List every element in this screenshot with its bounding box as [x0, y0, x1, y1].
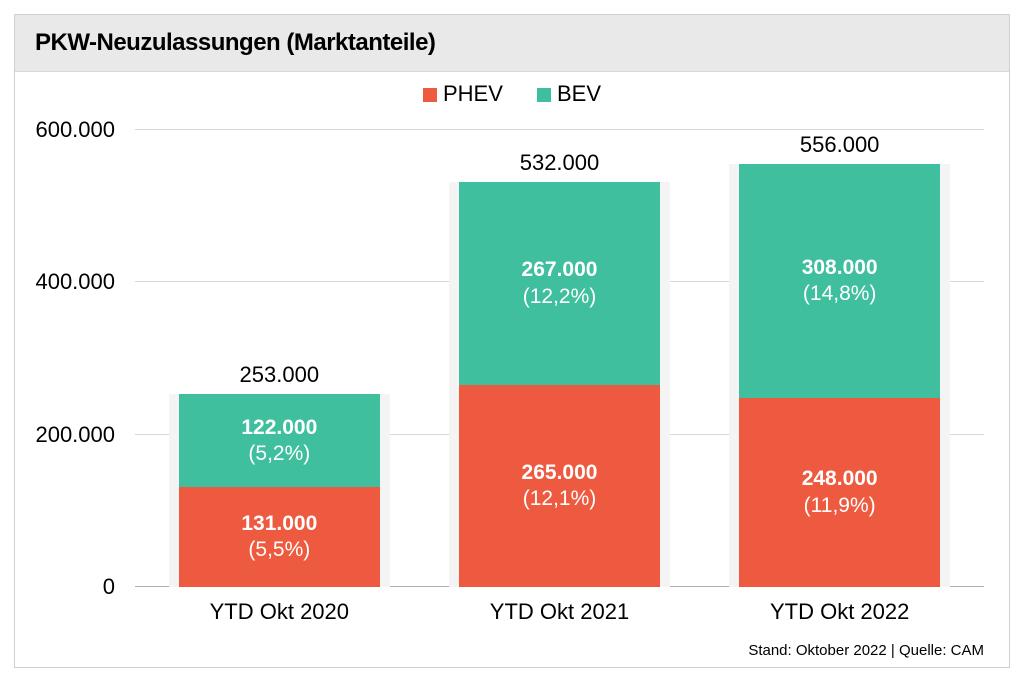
bar-total-label: 532.000	[449, 150, 670, 176]
bar-segment-bev: 308.000(14,8%)	[739, 164, 940, 398]
legend-item-bev: BEV	[537, 81, 601, 107]
bar-value-phev: 248.000	[739, 466, 940, 492]
bar-pct-phev: (5,5%)	[179, 537, 380, 563]
chart-container: PKW-Neuzulassungen (Marktanteile) PHEV B…	[14, 14, 1010, 668]
legend-label-phev: PHEV	[443, 81, 503, 106]
y-gridline	[135, 129, 984, 130]
title-bar: PKW-Neuzulassungen (Marktanteile)	[15, 15, 1009, 72]
bar-pct-bev: (5,2%)	[179, 441, 380, 467]
bar-segment-phev: 265.000(12,1%)	[459, 385, 660, 587]
bar-value-bev: 267.000	[459, 257, 660, 283]
bar-segment-bev: 122.000(5,2%)	[179, 394, 380, 487]
legend-label-bev: BEV	[557, 81, 601, 106]
bar-total-label: 556.000	[729, 132, 950, 158]
bar-segment-phev: 131.000(5,5%)	[179, 487, 380, 587]
y-tick-label: 400.000	[15, 269, 115, 295]
legend-item-phev: PHEV	[423, 81, 503, 107]
legend: PHEV BEV	[15, 81, 1009, 107]
bar-value-phev: 265.000	[459, 460, 660, 486]
bar-total-label: 253.000	[169, 362, 390, 388]
chart-title: PKW-Neuzulassungen (Marktanteile)	[35, 29, 989, 57]
plot-area: 131.000(5,5%)122.000(5,2%)253.000YTD Okt…	[135, 115, 984, 587]
bar-value-bev: 308.000	[739, 255, 940, 281]
bar-pct-bev: (14,8%)	[739, 281, 940, 307]
y-tick-label: 600.000	[15, 117, 115, 143]
x-axis-label: YTD Okt 2022	[729, 599, 950, 625]
bar-group: 248.000(11,9%)308.000(14,8%)556.000YTD O…	[729, 164, 950, 587]
bar-pct-phev: (11,9%)	[739, 493, 940, 519]
y-axis: 0200.000400.000600.000	[15, 115, 125, 587]
bar-group: 131.000(5,5%)122.000(5,2%)253.000YTD Okt…	[169, 394, 390, 587]
x-axis-label: YTD Okt 2020	[169, 599, 390, 625]
bar-pct-bev: (12,2%)	[459, 284, 660, 310]
bar-segment-bev: 267.000(12,2%)	[459, 182, 660, 385]
legend-swatch-phev	[423, 88, 437, 102]
bar-value-bev: 122.000	[179, 415, 380, 441]
y-tick-label: 200.000	[15, 422, 115, 448]
chart-footer: Stand: Oktober 2022 | Quelle: CAM	[748, 642, 984, 659]
y-tick-label: 0	[15, 574, 115, 600]
bar-pct-phev: (12,1%)	[459, 486, 660, 512]
bar-group: 265.000(12,1%)267.000(12,2%)532.000YTD O…	[449, 182, 670, 587]
bar-value-phev: 131.000	[179, 511, 380, 537]
bar-segment-phev: 248.000(11,9%)	[739, 398, 940, 587]
legend-swatch-bev	[537, 88, 551, 102]
x-axis-label: YTD Okt 2021	[449, 599, 670, 625]
